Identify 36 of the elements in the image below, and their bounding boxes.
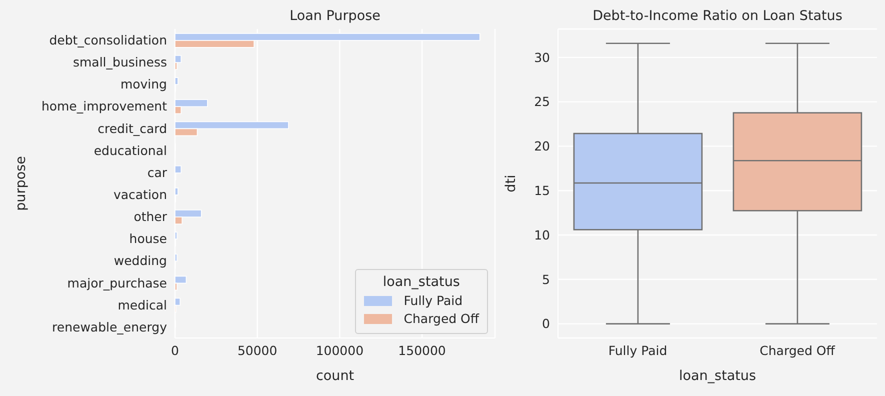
y-tick-label: small_business bbox=[72, 54, 167, 70]
x-tick-label: 150000 bbox=[398, 342, 446, 358]
y-tick-label: 0 bbox=[542, 316, 550, 332]
y-tick-label: 25 bbox=[534, 94, 550, 110]
x-tick-label: Fully Paid bbox=[608, 342, 668, 358]
y-tick-label: car bbox=[147, 164, 168, 180]
y-tick-label: wedding bbox=[114, 253, 167, 268]
y-tick-label: renewable_energy bbox=[52, 319, 168, 334]
y-tick-label: major_purchase bbox=[67, 275, 168, 290]
chart-title: Debt-to-Income Ratio on Loan Status bbox=[592, 8, 844, 24]
y-tick-label: home_improvement bbox=[41, 98, 168, 114]
legend-label: Fully Paid bbox=[404, 293, 463, 308]
y-tick-label: 10 bbox=[534, 227, 550, 242]
y-tick-label: 5 bbox=[542, 272, 550, 287]
y-tick-label: other bbox=[134, 209, 168, 224]
x-axis-title: loan_status bbox=[678, 368, 756, 384]
y-tick-label: medical bbox=[118, 297, 167, 312]
chart-title: Loan Purpose bbox=[288, 8, 382, 24]
y-tick-label: moving bbox=[120, 76, 167, 92]
y-axis-title: dti bbox=[502, 174, 519, 192]
y-tick-label: educational bbox=[94, 142, 167, 158]
y-axis-title: purpose bbox=[12, 156, 29, 211]
x-tick-label: Charged Off bbox=[760, 342, 836, 358]
legend-title: loan_status bbox=[382, 274, 461, 290]
y-tick-label: debt_consolidation bbox=[49, 32, 167, 48]
x-axis-title: count bbox=[316, 368, 354, 384]
y-tick-label: 15 bbox=[534, 183, 550, 198]
y-tick-label: 20 bbox=[534, 138, 550, 154]
y-tick-label: vacation bbox=[113, 186, 167, 202]
x-tick-label: 50000 bbox=[237, 342, 278, 358]
legend-label: Charged Off bbox=[404, 311, 479, 326]
x-tick-label: 100000 bbox=[316, 342, 364, 358]
y-tick-label: house bbox=[129, 231, 168, 246]
y-tick-label: 30 bbox=[534, 50, 550, 65]
y-tick-label: credit_card bbox=[98, 120, 167, 136]
x-tick-label: 0 bbox=[171, 342, 180, 358]
